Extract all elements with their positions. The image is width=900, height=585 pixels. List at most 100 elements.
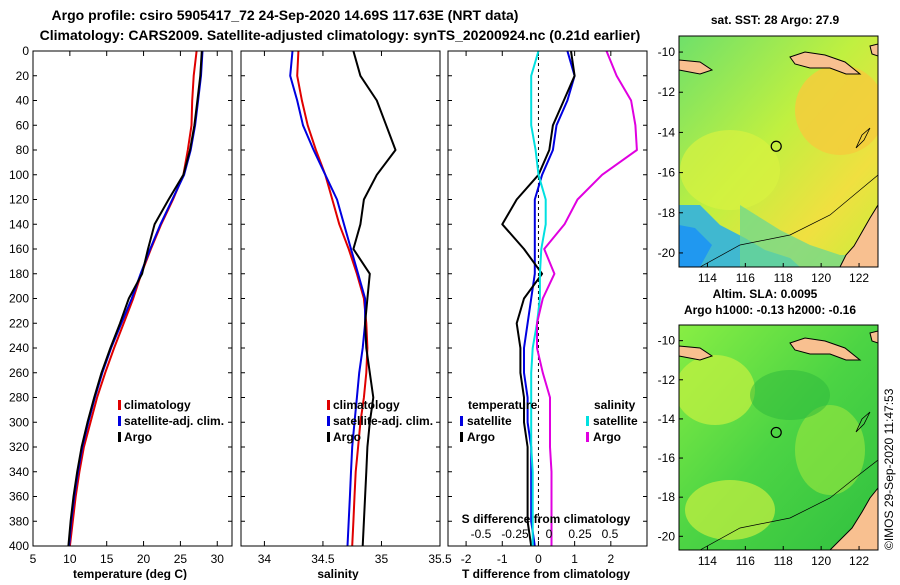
sst-lat-tick-label: -12	[658, 85, 676, 99]
sla-lon-tick-label: 114	[698, 554, 717, 568]
legend-swatch-t-satellite	[460, 416, 463, 426]
depth-tick-label: 400	[9, 539, 29, 553]
depth-tick-label: 260	[9, 366, 29, 380]
salinity-xlabel: salinity	[317, 567, 359, 580]
salinity-x-tick-label: 34.5	[311, 552, 335, 566]
sst-cool-band	[740, 205, 878, 267]
sla-lon-tick-label: 122	[849, 554, 869, 568]
sst-lon-tick-label: 122	[849, 271, 869, 285]
imos-credit: ©IMOS 29-Sep-2020 11:47:53	[882, 388, 896, 550]
difference-x-tick-label: 1	[571, 552, 578, 566]
difference-top-axis-label: S difference from climatology	[462, 512, 631, 526]
sst-warm-patch	[680, 130, 780, 210]
temperature-series-satellite-adj-clim-	[68, 51, 204, 546]
sla-lat-tick-label: -14	[658, 412, 676, 426]
figure-title-line2: Climatology: CARS2009. Satellite-adjuste…	[40, 27, 641, 43]
legend-heading-salinity: salinity	[594, 398, 636, 412]
salinity-plot-area: 34 34.5 35 35.5	[241, 50, 452, 566]
difference-series-salinity-satellite	[530, 51, 547, 546]
legend-label-t-satellite: satellite	[467, 414, 512, 428]
figure-title-line1: Argo profile: csiro 5905417_72 24-Sep-20…	[52, 7, 519, 23]
temperature-panel: 0 20 40 60 80 100 120 140 160 180 200 220 240 260 280 3…	[9, 44, 233, 581]
bathymetry-contour	[699, 174, 878, 267]
difference-plot-area: -2 -1 0 1 2	[448, 50, 647, 566]
depth-tick-label: 220	[9, 316, 29, 330]
temperature-x-tick-label: 25	[174, 552, 188, 566]
depth-tick-label: 140	[9, 217, 29, 231]
temperature-legend: climatology satellite-adj. clim. Argo	[118, 398, 224, 444]
sst-map-panel: sat. SST: 28 Argo: 27.9 114 116 118 120 122 -…	[658, 13, 879, 285]
depth-tick-label: 320	[9, 440, 29, 454]
difference-panel-frame	[447, 50, 648, 547]
sla-low-patch	[750, 370, 830, 420]
island-land	[869, 43, 878, 57]
sla-lon-tick-label: 120	[811, 554, 831, 568]
sst-lon-tick-label: 120	[811, 271, 831, 285]
australia-land	[839, 204, 878, 267]
legend-label-s-argo: Argo	[593, 430, 621, 444]
salinity-series-group	[289, 51, 397, 546]
temperature-plot-area: 0 20 40 60 80 100 120 140 160 180 200 220 240 260 280 3…	[9, 44, 232, 566]
sst-lon-tick-label: 114	[698, 271, 717, 285]
legend-label-t-argo: Argo	[467, 430, 495, 444]
sla-lat-tick-label: -18	[658, 490, 676, 504]
depth-tick-label: 180	[9, 267, 29, 281]
sla-high-patch	[685, 480, 775, 540]
sst-argo-location-marker	[770, 140, 782, 152]
depth-tick-label: 40	[16, 94, 30, 108]
legend-label-climatology: climatology	[124, 398, 191, 412]
island-land	[679, 59, 714, 75]
depth-tick-label: 100	[9, 168, 29, 182]
sla-lon-tick-label: 116	[736, 554, 755, 568]
temperature-xlabel: temperature (deg C)	[73, 567, 187, 580]
temperature-series-argo	[67, 51, 203, 546]
difference-series-salinity-argo	[536, 51, 638, 546]
australia-land	[829, 487, 878, 550]
sla-lon-tick-label: 118	[774, 554, 793, 568]
temperature-x-tick-label: 5	[30, 552, 37, 566]
sst-cold-region	[679, 225, 712, 267]
reef-outline	[855, 127, 871, 149]
legend-swatch-satellite	[327, 416, 330, 426]
depth-tick-label: 20	[16, 69, 30, 83]
depth-tick-label: 360	[9, 490, 29, 504]
temperature-panel-frame	[32, 50, 233, 547]
difference-xlabel: T difference from climatology	[462, 567, 630, 580]
s-tick-label: -0.25	[501, 527, 529, 541]
temperature-x-tick-label: 10	[63, 552, 77, 566]
sst-warm-patch	[795, 65, 878, 155]
sla-map-title: Altim. SLA: 0.0095	[713, 287, 818, 301]
sst-lat-tick-label: -16	[658, 166, 676, 180]
salinity-series-argo	[352, 51, 397, 546]
s-tick-label: -0.5	[471, 527, 492, 541]
sla-argo-location-marker	[770, 426, 782, 439]
salinity-panel: 34 34.5 35 35.5 salinity climatology satell…	[240, 50, 452, 581]
island-land	[869, 330, 878, 344]
sst-lat-tick-label: -20	[658, 246, 676, 260]
legend-swatch-t-argo	[460, 432, 463, 442]
legend-label-argo: Argo	[333, 430, 361, 444]
depth-tick-label: 80	[16, 143, 30, 157]
depth-tick-label: 200	[9, 292, 29, 306]
sla-high-patch	[795, 405, 865, 495]
sst-map-field	[679, 36, 878, 267]
salinity-series-satellite-adj-clim-	[289, 51, 367, 546]
depth-tick-label: 340	[9, 465, 29, 479]
sst-lon-tick-label: 116	[736, 271, 755, 285]
temperature-x-tick-label: 20	[137, 552, 151, 566]
depth-tick-label: 240	[9, 341, 29, 355]
depth-tick-label: 0	[22, 44, 29, 58]
legend-label-s-satellite: satellite	[593, 414, 638, 428]
legend-swatch-satellite	[118, 416, 121, 426]
sla-map-subtitle: Argo h1000: -0.13 h2000: -0.16	[684, 303, 856, 317]
legend-swatch-s-satellite	[586, 416, 589, 426]
sla-lat-tick-label: -16	[658, 451, 676, 465]
depth-tick-label: 120	[9, 193, 29, 207]
legend-swatch-climatology	[327, 400, 330, 410]
sst-lat-tick-label: -14	[658, 125, 676, 139]
sla-lat-tick-label: -10	[658, 334, 676, 348]
s-tick-label: 0.25	[568, 527, 592, 541]
bathymetry-contour	[699, 459, 878, 550]
